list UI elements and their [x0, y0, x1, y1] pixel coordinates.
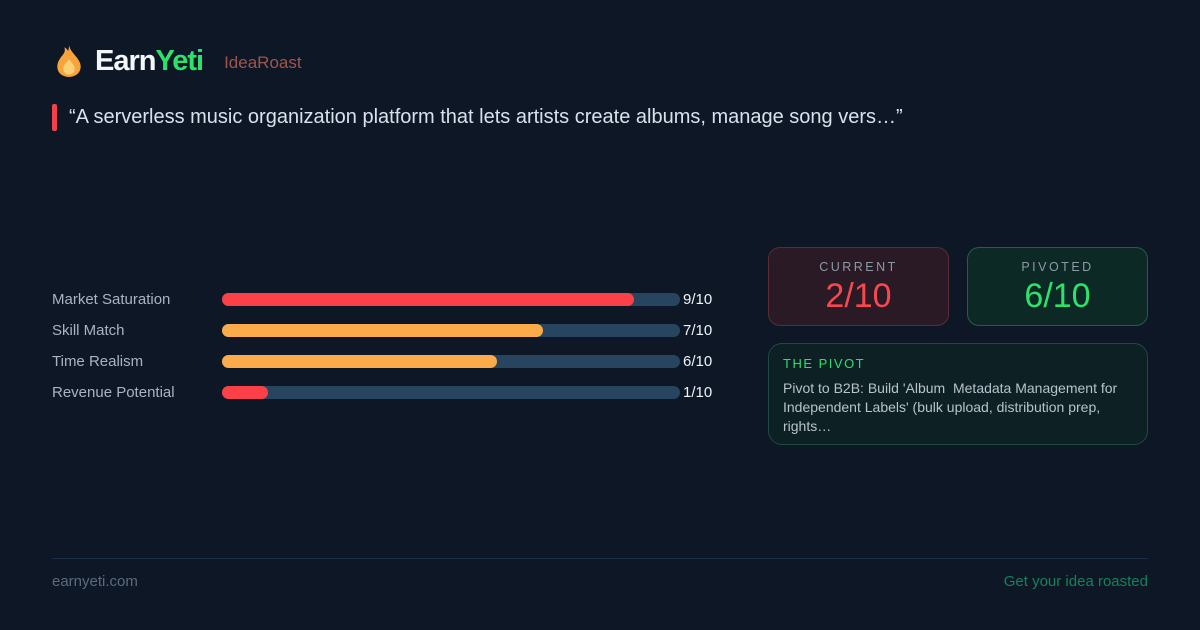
idea-quote-text: “A serverless music organization platfor… [69, 106, 903, 128]
roast-chart: Market Saturation 9/10 Skill Match 7/10 Time… [52, 284, 772, 408]
bar-track [222, 355, 680, 368]
site-url: earnyeti.com [52, 573, 138, 590]
brand-name-accent: Yeti [155, 45, 204, 77]
flame-icon [52, 44, 86, 78]
idea-quote: “A serverless music organization platfor… [52, 104, 903, 131]
metric-value: 7/10 [683, 322, 713, 339]
bar-fill [222, 386, 268, 399]
bar-track [222, 324, 680, 337]
metric-value: 6/10 [683, 353, 713, 370]
metric-label: Time Realism [52, 353, 144, 370]
bar-track [222, 386, 680, 399]
cta-link[interactable]: Get your idea roasted [1003, 573, 1148, 590]
current-score-label: CURRENT [819, 259, 898, 274]
bar-fill [222, 355, 497, 368]
pivoted-score-card: PIVOTED 6/10 [967, 247, 1148, 326]
metric-label: Market Saturation [52, 291, 171, 308]
pivoted-score-label: PIVOTED [1021, 259, 1094, 274]
chart-row: Market Saturation 9/10 [52, 284, 772, 315]
brand-name-primary: Earn [95, 45, 156, 77]
brand-name: EarnYeti [95, 44, 204, 78]
bar-track [222, 293, 680, 306]
metric-label: Revenue Potential [52, 384, 175, 401]
pivot-box: THE PIVOT Pivot to B2B: Build 'Album Met… [768, 343, 1148, 445]
pivot-label: THE PIVOT [783, 356, 866, 371]
current-score-value: 2/10 [825, 276, 892, 315]
pivot-text: Pivot to B2B: Build 'Album Metadata Mana… [783, 380, 1122, 434]
footer-divider [52, 558, 1148, 559]
quote-accent-bar [52, 104, 57, 131]
chart-row: Skill Match 7/10 [52, 315, 772, 346]
product-name: IdeaRoast [224, 53, 302, 72]
chart-row: Time Realism 6/10 [52, 346, 772, 377]
current-score-card: CURRENT 2/10 [768, 247, 949, 326]
chart-row: Revenue Potential 1/10 [52, 377, 772, 408]
brand-header: EarnYeti IdeaRoast [52, 44, 302, 78]
metric-value: 9/10 [683, 291, 713, 308]
bar-fill [222, 324, 543, 337]
pivoted-score-value: 6/10 [1024, 276, 1091, 315]
bar-fill [222, 293, 635, 306]
metric-value: 1/10 [683, 384, 713, 401]
metric-label: Skill Match [52, 322, 125, 339]
